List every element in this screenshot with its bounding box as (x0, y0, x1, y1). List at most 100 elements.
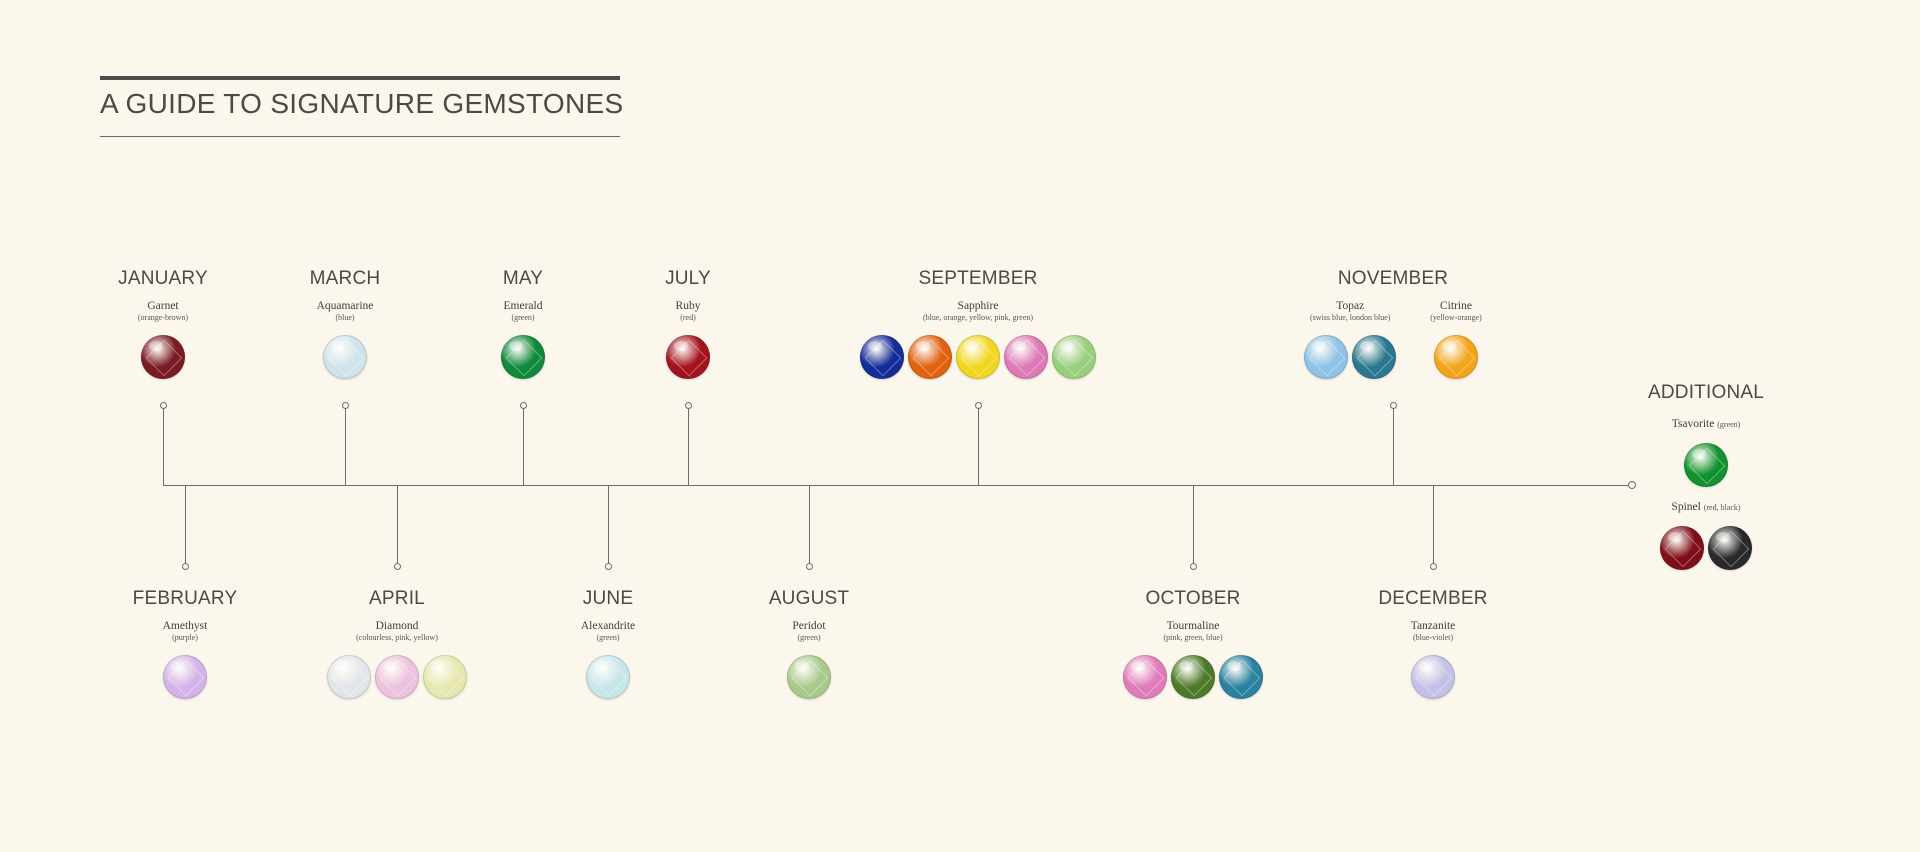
gem-row (1635, 443, 1777, 487)
timeline-dot (182, 563, 189, 570)
timeline-dot (806, 563, 813, 570)
month-label: OCTOBER (1145, 588, 1241, 609)
gem-row (501, 335, 545, 379)
timeline-dot (1430, 563, 1437, 570)
month-label: MAY (502, 268, 544, 289)
stone-note: (orange-brown) (137, 313, 189, 322)
stone-diamond: Diamond (colourless, pink, yellow) (315, 610, 479, 699)
month-label: NOVEMBER (1337, 268, 1449, 289)
timeline-dot (520, 402, 527, 409)
additional-stone-spinel: Spinel (red, black) (1635, 501, 1777, 570)
timeline-dot (394, 563, 401, 570)
stone-name: Aquamarine (316, 300, 374, 312)
stone-name: Spinel (1671, 501, 1701, 513)
stone-ruby: Ruby (red) (628, 290, 748, 379)
month-november: NOVEMBER Topaz (swiss blue, london blue) Ci… (1283, 268, 1503, 379)
stone-note: (swiss blue, london blue) (1310, 313, 1391, 322)
gem-row (1304, 335, 1397, 379)
page-title: A GUIDE TO SIGNATURE GEMSTONES (100, 88, 624, 119)
gem-icon (1352, 335, 1397, 379)
stone-note: (purple) (172, 633, 198, 642)
stone-note: (red) (680, 313, 696, 322)
gem-icon (1219, 655, 1263, 699)
gem-row (323, 335, 367, 379)
month-label: FEBRUARY (132, 588, 238, 609)
month-june: JUNE Alexandrite (green) (548, 588, 668, 699)
gem-icon (860, 335, 904, 379)
month-label: AUGUST (768, 588, 850, 609)
stone-alexandrite: Alexandrite (green) (548, 610, 668, 699)
gem-icon (1052, 335, 1096, 379)
stone-name: Citrine (1440, 300, 1472, 312)
gem-icon (1171, 655, 1215, 699)
stone-citrine: Citrine (yellow-orange) (1430, 290, 1482, 379)
month-december: DECEMBER Tanzanite (blue-violet) (1373, 588, 1493, 699)
timeline-stem (1393, 405, 1394, 485)
gem-icon (1304, 335, 1349, 379)
gem-icon (1684, 443, 1728, 487)
stone-topaz: Topaz (swiss blue, london blue) (1304, 290, 1397, 379)
timeline-stem (397, 485, 398, 566)
timeline-stem (185, 485, 186, 566)
gem-row (327, 655, 467, 699)
stone-note: (green) (797, 633, 821, 642)
month-label: JULY (665, 268, 711, 289)
month-label: JUNE (582, 588, 634, 609)
gem-row (586, 655, 630, 699)
stone-name: Amethyst (162, 620, 208, 632)
gem-icon (327, 655, 371, 699)
stone-name: Diamond (375, 620, 419, 632)
stone-name: Peridot (792, 620, 826, 632)
gem-row (1411, 655, 1455, 699)
month-label: DECEMBER (1378, 588, 1488, 609)
gem-row (1635, 526, 1777, 570)
stone-note: (green) (511, 313, 535, 322)
gem-icon (501, 335, 545, 379)
stone-note: (red, black) (1703, 503, 1741, 512)
additional-heading: ADDITIONAL (1647, 382, 1765, 403)
stone-note: (blue-violet) (1413, 633, 1453, 642)
stone-note: (yellow-orange) (1430, 313, 1482, 322)
timeline-dot (605, 563, 612, 570)
stone-sapphire: Sapphire (blue, orange, yellow, pink, gre… (848, 290, 1108, 379)
month-august: AUGUST Peridot (green) (749, 588, 869, 699)
month-march: MARCH Aquamarine (blue) (285, 268, 405, 379)
timeline-stem (523, 405, 524, 485)
timeline-stem (1193, 485, 1194, 566)
stone-note: (pink, green, blue) (1163, 633, 1223, 642)
gem-row (163, 655, 207, 699)
month-label: SEPTEMBER (918, 268, 1038, 289)
month-april: APRIL Diamond (colourless, pink, yellow) (315, 588, 479, 699)
stone-tourmaline: Tourmaline (pink, green, blue) (1111, 610, 1275, 699)
timeline-dot (342, 402, 349, 409)
stone-name: Emerald (503, 300, 543, 312)
month-september: SEPTEMBER Sapphire (blue, orange, yellow, … (848, 268, 1108, 379)
stone-name: Tsavorite (1671, 418, 1715, 430)
timeline-stem (978, 405, 979, 485)
gem-icon (666, 335, 710, 379)
timeline-stem (688, 405, 689, 485)
gem-icon (1004, 335, 1048, 379)
gem-icon (908, 335, 952, 379)
stone-tanzanite: Tanzanite (blue-violet) (1373, 610, 1493, 699)
month-label: JANUARY (118, 268, 208, 289)
gem-row (860, 335, 1096, 379)
timeline-stem (163, 405, 164, 485)
gem-icon (1434, 335, 1478, 379)
timeline-stem (345, 405, 346, 485)
month-january: JANUARY Garnet (orange-brown) (103, 268, 223, 379)
gem-icon (1411, 655, 1455, 699)
gem-icon (586, 655, 630, 699)
stone-peridot: Peridot (green) (749, 610, 869, 699)
additional-section: ADDITIONAL Tsavorite (green) Spinel (red… (1635, 382, 1777, 570)
stone-note: (colourless, pink, yellow) (356, 633, 438, 642)
gem-row (1123, 655, 1263, 699)
gem-icon (375, 655, 419, 699)
timeline-dot (1390, 402, 1397, 409)
timeline-dot (1190, 563, 1197, 570)
additional-stone-tsavorite: Tsavorite (green) (1635, 418, 1777, 487)
timeline-stem (1433, 485, 1434, 566)
title-rule-top (100, 76, 620, 80)
stone-aquamarine: Aquamarine (blue) (285, 290, 405, 379)
stone-name: Garnet (147, 300, 179, 312)
